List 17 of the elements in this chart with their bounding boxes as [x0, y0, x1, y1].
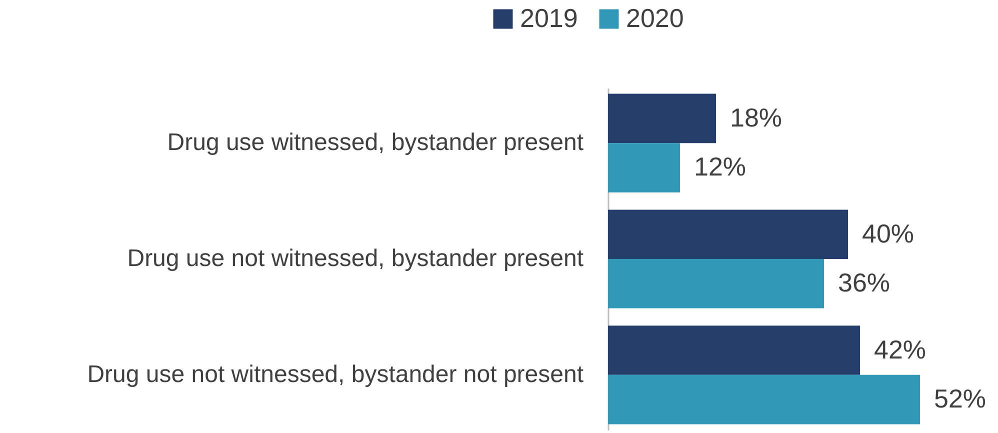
y-tick-label: Drug use not witnessed, bystander present	[127, 245, 584, 272]
y-tick-label: Drug use witnessed, bystander present	[167, 129, 584, 156]
data-label: 52%	[934, 384, 986, 414]
legend-label: 2019	[520, 3, 578, 33]
bar	[608, 374, 920, 424]
y-tick-label: Drug use not witnessed, bystander not present	[87, 360, 584, 388]
data-label: 36%	[838, 268, 890, 298]
bar	[608, 94, 716, 144]
bar	[608, 259, 824, 308]
legend-label: 2020	[626, 3, 684, 33]
data-label: 42%	[874, 334, 926, 364]
data-label: 18%	[730, 102, 782, 132]
bar	[608, 210, 848, 259]
bar	[608, 143, 680, 192]
data-label: 12%	[694, 152, 746, 182]
bar	[608, 326, 860, 375]
data-label: 40%	[862, 218, 914, 248]
